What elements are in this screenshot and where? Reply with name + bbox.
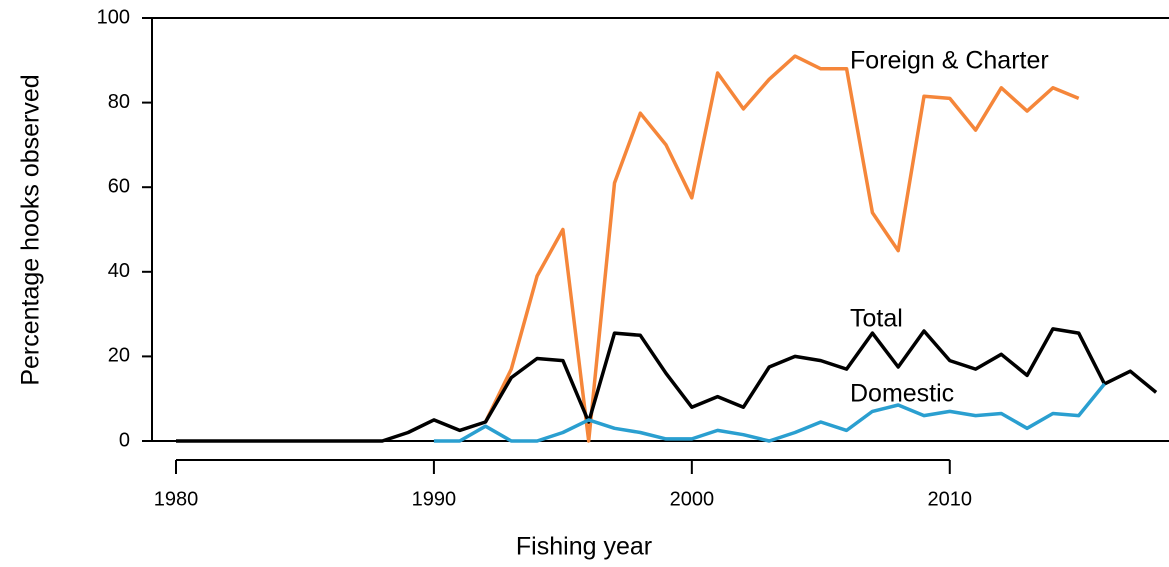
y-tick-label: 40 [108,260,130,282]
y-tick-label: 100 [97,6,130,28]
series-line [433,382,1106,443]
y-axis-title: Percentage hooks observed [17,74,45,385]
series-label: Foreign & Charter [850,47,1049,75]
x-tick-label: 2000 [670,488,715,510]
series-label: Total [850,305,903,333]
y-tick-label: 20 [108,345,130,367]
series-line [483,54,1080,443]
y-tick-label: 0 [119,429,130,451]
x-tick-label: 1990 [412,488,457,510]
x-tick-label: 2010 [928,488,973,510]
y-tick-label: 80 [108,91,130,113]
x-tick-label: 1980 [154,488,199,510]
x-axis-title: Fishing year [516,533,652,561]
y-tick-label: 60 [108,175,130,197]
series-line [176,327,1158,443]
series-label: Domestic [850,380,954,408]
